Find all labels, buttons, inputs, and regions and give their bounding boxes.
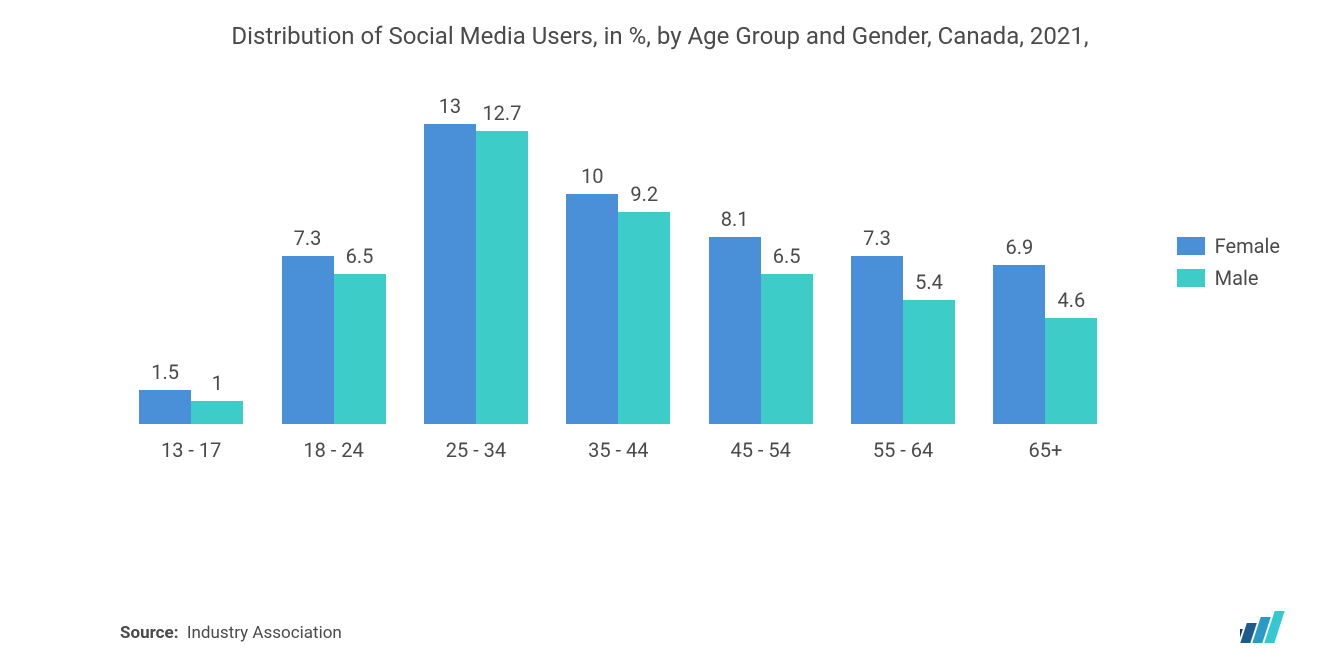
bar-wrap: 7.3 — [282, 226, 334, 424]
bar-pair: 8.16.5 — [709, 84, 813, 424]
legend-label: Female — [1215, 234, 1280, 258]
bar — [709, 237, 761, 424]
bar — [139, 390, 191, 425]
bar-wrap: 6.5 — [761, 244, 813, 424]
value-label: 1 — [191, 371, 243, 395]
value-label: 8.1 — [709, 207, 761, 231]
bar — [476, 131, 528, 424]
bar-wrap: 13 — [424, 94, 476, 424]
value-label: 4.6 — [1045, 288, 1097, 312]
bar-wrap: 1.5 — [139, 360, 191, 425]
source-text: Industry Association — [187, 623, 342, 643]
bar — [424, 124, 476, 424]
bar-wrap: 6.9 — [993, 235, 1045, 424]
bar-wrap: 12.7 — [476, 101, 528, 424]
value-label: 12.7 — [476, 101, 528, 125]
bar — [566, 194, 618, 425]
brand-logo-icon — [1240, 607, 1288, 647]
bar-pair: 109.2 — [566, 84, 670, 424]
category-label: 35 - 44 — [588, 438, 648, 462]
value-label: 6.5 — [334, 244, 386, 268]
source-attribution: Source: Industry Association — [120, 623, 342, 643]
value-label: 1.5 — [139, 360, 191, 384]
bar-wrap: 6.5 — [334, 244, 386, 424]
legend-swatch — [1177, 237, 1205, 255]
bar-group: 1312.7 25 - 34 — [405, 84, 547, 462]
value-label: 13 — [424, 94, 476, 118]
category-label: 65+ — [1029, 438, 1063, 462]
bar-wrap: 1 — [191, 371, 243, 424]
legend-label: Male — [1215, 266, 1259, 290]
bar — [761, 274, 813, 424]
chart-container: 1.5113 - 177.36.518 - 241312.725 - 34109… — [0, 62, 1320, 462]
value-label: 5.4 — [903, 270, 955, 294]
legend: Female Male — [1177, 234, 1280, 290]
category-label: 55 - 64 — [873, 438, 933, 462]
legend-swatch — [1177, 269, 1205, 287]
category-label: 45 - 54 — [730, 438, 790, 462]
bar-pair: 1.51 — [139, 84, 243, 424]
bar-wrap: 4.6 — [1045, 288, 1097, 424]
bar-pair: 7.35.4 — [851, 84, 955, 424]
bar-pair: 7.36.5 — [282, 84, 386, 424]
bar — [618, 212, 670, 424]
source-label: Source: — [120, 623, 178, 643]
value-label: 7.3 — [282, 226, 334, 250]
legend-item: Male — [1177, 266, 1280, 290]
bar-group: 109.2 35 - 44 — [547, 84, 689, 462]
bar-pair: 6.9 4.6 — [993, 84, 1097, 424]
category-label: 18 - 24 — [303, 438, 363, 462]
value-label: 10 — [566, 164, 618, 188]
bar — [903, 300, 955, 425]
bar-wrap: 9.2 — [618, 182, 670, 424]
logo-svg — [1240, 607, 1288, 643]
bar-group: 6.9 4.6 65+ — [974, 84, 1116, 462]
bar — [1045, 318, 1097, 424]
bar — [993, 265, 1045, 424]
category-label: 25 - 34 — [446, 438, 506, 462]
bar — [334, 274, 386, 424]
value-label: 9.2 — [618, 182, 670, 206]
value-label: 6.5 — [761, 244, 813, 268]
bar — [851, 256, 903, 424]
bar — [282, 256, 334, 424]
legend-item: Female — [1177, 234, 1280, 258]
bar-group: 1.51 13 - 17 — [120, 84, 262, 462]
bar — [191, 401, 243, 424]
bar-wrap: 5.4 — [903, 270, 955, 425]
bar-pair: 1312.7 — [424, 84, 528, 424]
bar-group: 8.16.5 45 - 54 — [690, 84, 832, 462]
value-label: 6.9 — [993, 235, 1045, 259]
bar-group: 7.36.5 18 - 24 — [262, 84, 404, 462]
bar-wrap: 7.3 — [851, 226, 903, 424]
bar-group: 7.35.4 55 - 64 — [832, 84, 974, 462]
chart-title: Distribution of Social Media Users, in %… — [0, 0, 1320, 62]
bar-wrap: 8.1 — [709, 207, 761, 424]
category-label: 13 - 17 — [161, 438, 221, 462]
bar-wrap: 10 — [566, 164, 618, 425]
plot-area: 1.5113 - 177.36.518 - 241312.725 - 34109… — [120, 62, 1117, 462]
value-label: 7.3 — [851, 226, 903, 250]
